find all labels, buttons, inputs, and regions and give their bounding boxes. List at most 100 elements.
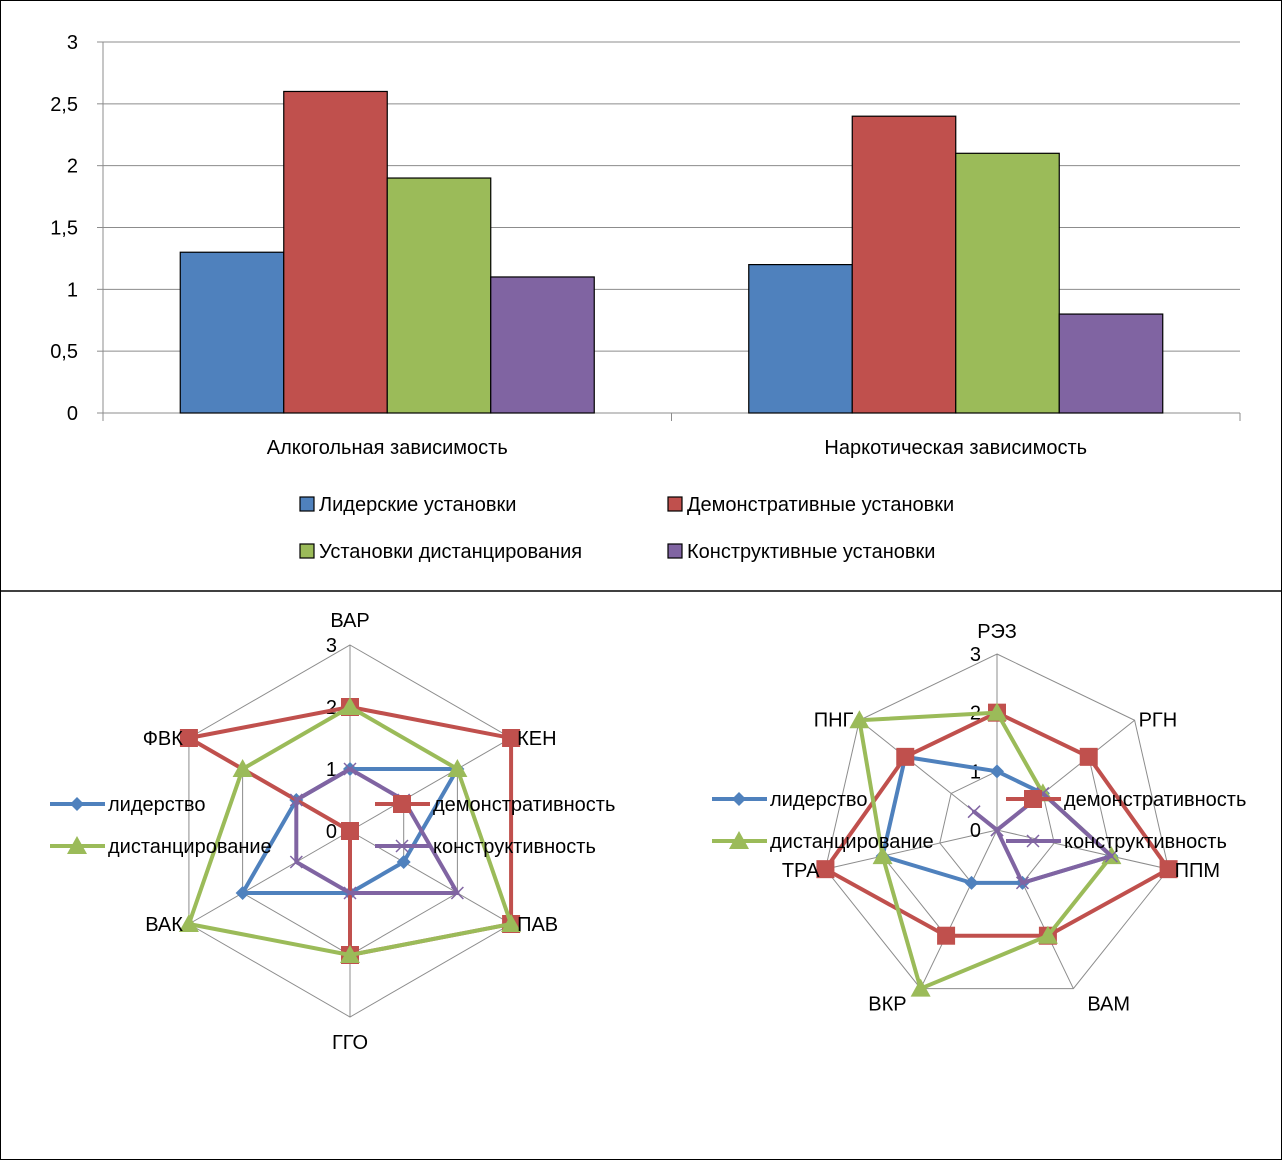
marker-stroke	[343, 762, 357, 776]
legend-label: Конструктивные установки	[687, 541, 935, 563]
radar-axis-label: ГГО	[332, 1032, 368, 1054]
radar-point	[502, 729, 521, 747]
radar-spoke	[188, 830, 351, 925]
radar-point	[343, 886, 357, 900]
legend-marker	[395, 839, 409, 853]
radar-point	[937, 926, 956, 945]
radar-series	[967, 786, 1118, 890]
radar-tick-label: 1	[326, 759, 337, 781]
marker-stroke	[450, 886, 464, 900]
y-tick-label: 1	[67, 279, 78, 301]
radar-point	[990, 823, 1004, 837]
radar-spoke	[996, 829, 1169, 870]
bar-chart: 0 0,5 1 1,5 2 2,5 3 Алкогольная зависимость Нарк…	[50, 32, 1241, 563]
y-tick-label: 0,5	[50, 341, 78, 363]
marker-stroke	[289, 855, 303, 869]
radar-point	[289, 855, 303, 869]
legend-label: конструктивность	[1064, 831, 1227, 853]
radar-axis-label: ФВК	[143, 728, 184, 750]
radar-point	[872, 846, 893, 865]
radar-point	[990, 764, 1004, 779]
y-tick-label: 2	[67, 156, 78, 178]
marker-stroke	[1015, 876, 1029, 890]
radar-point	[964, 875, 979, 890]
legend-swatch	[667, 543, 683, 559]
legend-label: конструктивность	[433, 836, 596, 858]
radar-tick-label: 0	[970, 820, 981, 842]
radar-tick-label: 2	[326, 697, 337, 719]
radar-tick-label: 3	[326, 635, 337, 657]
radar-point	[232, 759, 253, 777]
legend-swatch	[299, 543, 315, 559]
radar-point	[1159, 860, 1178, 879]
radar-tick-label: 1	[970, 761, 981, 783]
radar-axis-label: ВАК	[145, 914, 183, 936]
marker-stroke	[990, 823, 1004, 837]
radar-point	[501, 914, 522, 932]
legend-marker	[67, 836, 87, 854]
radar-grid-ring	[824, 653, 1170, 990]
radar-axis-label: ВАР	[330, 610, 369, 632]
radar-series-line	[294, 767, 460, 895]
bar	[179, 251, 285, 414]
legend-marker	[70, 797, 84, 811]
legend-label: дистанцирование	[108, 836, 272, 858]
radar-point	[1037, 925, 1058, 944]
legend-marker	[1024, 790, 1042, 808]
bar	[386, 177, 492, 414]
bar	[490, 276, 595, 414]
radar-point	[340, 945, 360, 963]
legend-label: демонстративность	[433, 794, 615, 816]
radar-point	[816, 860, 835, 879]
legend-label: Демонстративные установки	[687, 494, 954, 516]
radar-point	[1104, 849, 1118, 863]
radar-spoke	[825, 829, 998, 870]
legend-swatch	[667, 496, 683, 512]
radar-axis-label: ПНГ	[814, 709, 854, 731]
radar-series	[816, 703, 1178, 945]
radar-point	[289, 793, 303, 807]
y-tick-label: 0	[67, 403, 78, 425]
radar-chart-left: 0 1 2 3 ВАР КЕН ПАВ ГГО ВАК ФВК лидерство демонстра…	[50, 610, 615, 1054]
radar-point	[1079, 747, 1098, 766]
radar-series-line	[823, 710, 1171, 938]
marker-stroke	[1026, 834, 1040, 848]
marker-stroke	[1104, 849, 1118, 863]
bar	[748, 264, 853, 414]
radar-point	[849, 710, 870, 729]
legend-label: Установки дистанцирования	[319, 541, 582, 563]
bar	[851, 115, 957, 414]
radar-axis-label: ВАМ	[1087, 994, 1130, 1016]
radar-tick-label: 0	[326, 821, 337, 843]
y-tick-label: 3	[67, 32, 78, 54]
legend-label: Лидерские установки	[319, 494, 516, 516]
legend-marker	[732, 792, 746, 806]
radar-axis-label: РЭЗ	[977, 621, 1017, 643]
radar-axis-label: ППМ	[1175, 860, 1220, 882]
y-tick-label: 2,5	[50, 94, 78, 116]
legend-marker	[729, 831, 749, 849]
radar-axis-label: ТРА	[782, 860, 820, 882]
legend-label: лидерство	[108, 794, 205, 816]
radar-point	[178, 914, 199, 932]
radar-point	[396, 855, 411, 869]
legend-swatch	[299, 496, 315, 512]
legend-label: дистанцирование	[770, 831, 934, 853]
marker-stroke	[289, 793, 303, 807]
y-tick-label: 1,5	[50, 218, 78, 240]
radar-point	[987, 702, 1007, 721]
radar-point	[343, 762, 357, 776]
radar-series	[178, 697, 522, 963]
x-tick-label: Наркотическая зависимость	[824, 437, 1087, 459]
radar-point	[967, 805, 981, 819]
radar-spoke	[920, 829, 998, 989]
radar-spoke	[349, 737, 512, 832]
legend-marker	[393, 795, 411, 813]
radar-axis-label: КЕН	[517, 728, 556, 750]
radar-axis-label: ВКР	[868, 994, 906, 1016]
legend-label: демонстративность	[1064, 789, 1246, 811]
marker-stroke	[967, 805, 981, 819]
bar	[283, 90, 388, 414]
